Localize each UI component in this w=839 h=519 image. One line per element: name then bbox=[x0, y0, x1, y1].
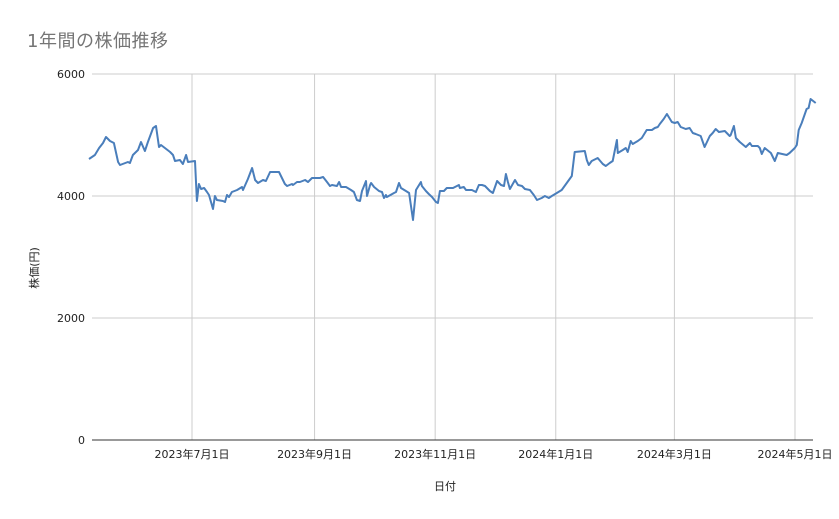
x-tick-label: 2023年11月1日 bbox=[394, 447, 476, 461]
x-axis-title: 日付 bbox=[434, 480, 456, 493]
y-tick-label: 6000 bbox=[57, 68, 85, 81]
y-tick-label: 0 bbox=[78, 434, 85, 447]
x-tick-label: 2024年3月1日 bbox=[637, 447, 712, 461]
y-axis-ticks: 0 2000 4000 6000 bbox=[57, 68, 85, 447]
x-tick-label: 2024年1月1日 bbox=[518, 447, 593, 461]
y-tick-label: 4000 bbox=[57, 190, 85, 203]
chart-title: 1年間の株価推移 bbox=[27, 31, 169, 52]
y-axis-title: 株価(円) bbox=[27, 247, 41, 289]
y-tick-label: 2000 bbox=[57, 312, 85, 325]
gridlines bbox=[92, 73, 813, 440]
x-tick-label: 2023年9月1日 bbox=[277, 447, 352, 461]
x-tick-label: 2023年7月1日 bbox=[155, 447, 230, 461]
x-tick-label: 2024年5月1日 bbox=[757, 447, 832, 461]
price-series-line bbox=[88, 98, 817, 221]
x-axis-ticks: 2023年7月1日 2023年9月1日 2023年11月1日 2024年1月1日 202… bbox=[155, 447, 833, 461]
